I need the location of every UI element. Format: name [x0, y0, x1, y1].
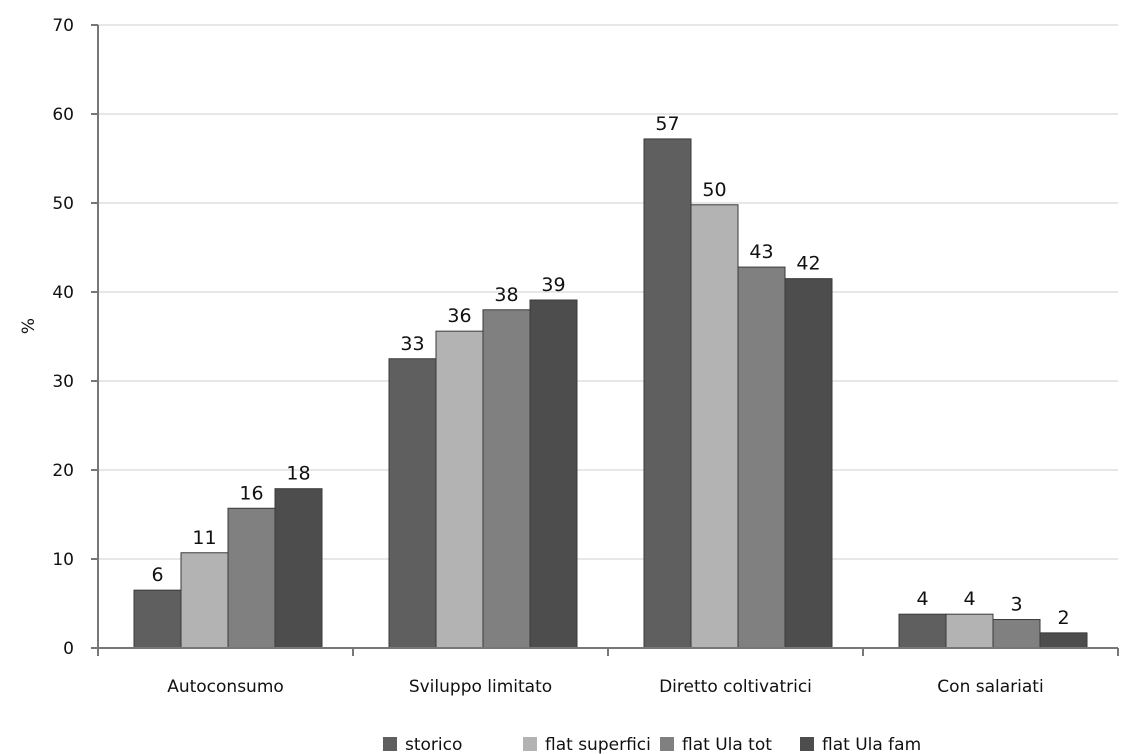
- data-label: 43: [749, 241, 773, 263]
- bar-flat-superfici: [690, 204, 739, 649]
- y-tick-label: 70: [52, 16, 74, 36]
- data-label: 4: [963, 588, 975, 610]
- legend-item: flat Ula tot: [660, 735, 772, 754]
- x-tick-label: Diretto coltivatrici: [659, 677, 812, 697]
- legend-label: storico: [405, 735, 462, 754]
- gridlines: [98, 24, 1118, 560]
- x-tick-label: Autoconsumo: [167, 677, 284, 697]
- data-label: 16: [239, 482, 263, 504]
- y-tick-label: 10: [52, 550, 74, 570]
- axes: 0 10 20 30 40 50 60 70 Autoconsumo Sviluppo limit…: [52, 16, 1119, 697]
- data-label: 39: [541, 274, 565, 296]
- data-label: 36: [447, 305, 471, 327]
- bar-flat-superfici: [180, 552, 229, 649]
- legend-label: flat superfici: [545, 735, 651, 754]
- y-tick-label: 30: [52, 372, 74, 392]
- data-label: 4: [916, 588, 928, 610]
- legend-swatch: [383, 737, 397, 751]
- legend-swatch: [660, 737, 674, 751]
- bar-flat-ula-fam: [529, 299, 578, 649]
- bar-flat-ula-tot: [737, 266, 786, 649]
- data-label: 6: [151, 564, 163, 586]
- bar-flat-ula-tot: [992, 619, 1041, 649]
- bar-flat-ula-fam: [784, 278, 833, 649]
- y-tick-label: 0: [63, 639, 74, 659]
- y-tick-label: 40: [52, 283, 74, 303]
- data-label: 2: [1057, 607, 1069, 629]
- y-tick-label: 50: [52, 194, 74, 214]
- legend-item: storico: [383, 735, 462, 754]
- bar-flat-ula-fam: [1039, 632, 1088, 649]
- bar-flat-superfici: [945, 613, 994, 649]
- y-tick-label: 20: [52, 461, 74, 481]
- data-label: 33: [400, 333, 424, 355]
- data-label: 3: [1010, 594, 1022, 616]
- legend: storico flat superfici flat Ula tot flat Ul…: [383, 735, 921, 754]
- bar-flat-ula-tot: [227, 507, 276, 649]
- bar-flat-ula-fam: [274, 488, 323, 649]
- bar-storico: [643, 138, 692, 649]
- data-label: 38: [494, 284, 518, 306]
- x-tick-label: Con salariati: [937, 677, 1043, 697]
- data-label: 57: [655, 113, 679, 135]
- data-label: 18: [286, 463, 310, 485]
- legend-item: flat Ula fam: [800, 735, 921, 754]
- y-tick-label: 60: [52, 105, 74, 125]
- legend-swatch: [523, 737, 537, 751]
- bar-storico: [898, 613, 947, 649]
- bar-storico: [388, 358, 437, 649]
- x-tick-label: Sviluppo limitato: [409, 677, 552, 697]
- bar-flat-superfici: [435, 330, 484, 649]
- data-label: 50: [702, 179, 726, 201]
- data-label: 42: [796, 253, 820, 275]
- bar-flat-ula-tot: [482, 309, 531, 649]
- bars: [133, 138, 1088, 649]
- y-axis-label: %: [19, 318, 39, 334]
- data-label: 11: [192, 527, 216, 549]
- legend-label: flat Ula fam: [822, 735, 921, 754]
- bar-storico: [133, 589, 182, 649]
- legend-swatch: [800, 737, 814, 751]
- legend-label: flat Ula tot: [682, 735, 772, 754]
- legend-item: flat superfici: [523, 735, 651, 754]
